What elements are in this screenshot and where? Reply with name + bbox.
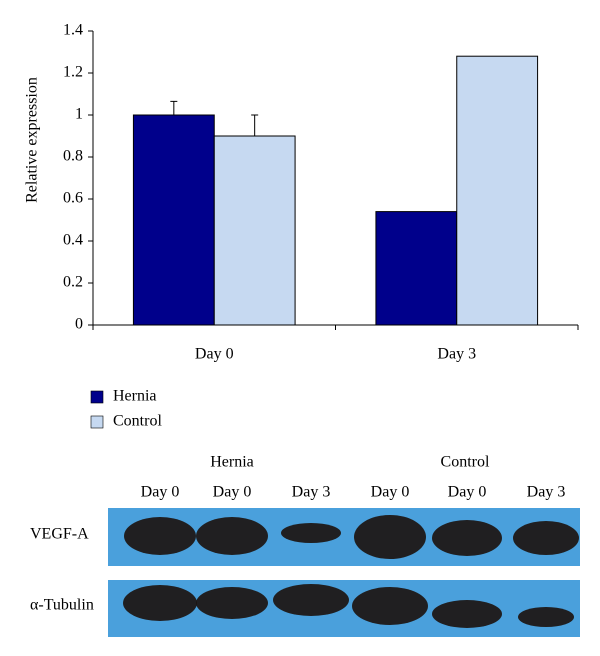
blot-band bbox=[281, 523, 341, 543]
error-bar bbox=[251, 114, 259, 136]
blot-band bbox=[352, 587, 428, 625]
blot-band bbox=[518, 607, 574, 627]
blot-band bbox=[513, 521, 579, 555]
y-tick-label: 0.4 bbox=[63, 232, 83, 249]
blot-lane-label: Day 0 bbox=[371, 484, 410, 501]
y-axis-label: Relative expression bbox=[24, 77, 41, 203]
y-tick-label: 0.2 bbox=[63, 274, 83, 291]
blot-group-label: Hernia bbox=[210, 454, 254, 471]
blot-band bbox=[123, 585, 197, 621]
blot-lane-label: Day 3 bbox=[292, 484, 331, 501]
legend-swatch bbox=[90, 415, 104, 429]
y-tick-label: 1.4 bbox=[63, 22, 83, 39]
legend-label: Control bbox=[113, 413, 162, 430]
y-tick-label: 1 bbox=[75, 106, 83, 123]
blot-lane-label: Day 3 bbox=[527, 484, 566, 501]
legend-label: Hernia bbox=[113, 388, 157, 405]
bar bbox=[132, 114, 215, 326]
blot-band bbox=[196, 517, 268, 555]
bar bbox=[213, 135, 296, 326]
y-tick-label: 0.6 bbox=[63, 190, 83, 207]
blot-band bbox=[273, 584, 349, 616]
blot-lane-label: Day 0 bbox=[213, 484, 252, 501]
blot-lane-label: Day 0 bbox=[448, 484, 487, 501]
bar bbox=[375, 211, 458, 326]
y-tick-label: 0.8 bbox=[63, 148, 83, 165]
y-tick-label: 1.2 bbox=[63, 64, 83, 81]
y-tick-label: 0 bbox=[75, 316, 83, 333]
bar bbox=[456, 55, 539, 326]
blot-group-label: Control bbox=[441, 454, 490, 471]
blot-row-label: VEGF-A bbox=[30, 526, 89, 543]
error-bar bbox=[170, 100, 178, 115]
blot-row-label: α-Tubulin bbox=[30, 597, 94, 614]
legend-swatch bbox=[90, 390, 104, 404]
blot-band bbox=[124, 517, 196, 555]
blot-lane-label: Day 0 bbox=[141, 484, 180, 501]
x-tick-label: Day 0 bbox=[195, 346, 234, 363]
x-tick-label: Day 3 bbox=[437, 346, 476, 363]
blot-band bbox=[432, 600, 502, 628]
blot-band bbox=[196, 587, 268, 619]
blot-band bbox=[354, 515, 426, 559]
blot-band bbox=[432, 520, 502, 556]
